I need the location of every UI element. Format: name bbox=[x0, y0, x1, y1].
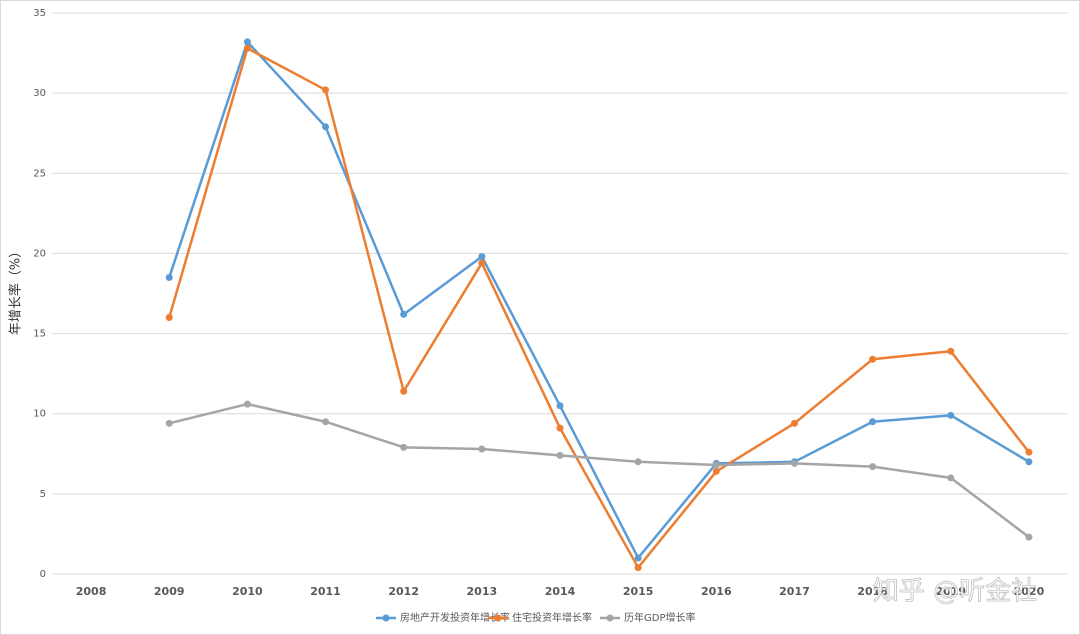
data-point bbox=[243, 400, 251, 408]
y-tick-label: 25 bbox=[33, 168, 46, 179]
x-tick-label: 2011 bbox=[310, 585, 341, 598]
data-point bbox=[478, 253, 486, 261]
data-point bbox=[712, 461, 720, 469]
legend-label: 房地产开发投资年增长率 bbox=[400, 611, 510, 624]
data-point bbox=[322, 418, 330, 426]
x-tick-label: 2015 bbox=[623, 585, 654, 598]
data-point bbox=[634, 564, 642, 572]
data-point bbox=[634, 458, 642, 466]
watermark: 知乎 @听金社 bbox=[873, 577, 1037, 607]
y-tick-label: 5 bbox=[40, 489, 46, 500]
data-point bbox=[947, 347, 955, 355]
legend-marker bbox=[382, 614, 390, 622]
data-point bbox=[400, 443, 408, 451]
y-tick-label: 15 bbox=[33, 329, 46, 340]
data-point bbox=[947, 474, 955, 482]
x-tick-label: 2008 bbox=[76, 585, 107, 598]
x-tick-label: 2012 bbox=[388, 585, 419, 598]
data-point bbox=[1025, 448, 1033, 456]
data-point bbox=[869, 418, 877, 426]
data-point bbox=[712, 467, 720, 475]
legend-marker bbox=[494, 614, 502, 622]
data-point bbox=[1025, 458, 1033, 466]
data-point bbox=[790, 419, 798, 427]
data-point bbox=[869, 355, 877, 363]
x-tick-label: 2013 bbox=[467, 585, 498, 598]
data-point bbox=[556, 424, 564, 432]
data-point bbox=[322, 86, 330, 94]
data-point bbox=[1025, 533, 1033, 541]
legend-marker bbox=[606, 614, 614, 622]
data-point bbox=[322, 123, 330, 131]
legend-item: 住宅投资年增长率 bbox=[488, 611, 592, 624]
x-tick-label: 2010 bbox=[232, 585, 263, 598]
y-tick-label: 20 bbox=[33, 248, 46, 259]
series-line bbox=[168, 402, 1030, 539]
x-tick-label: 2020 bbox=[1014, 585, 1045, 598]
x-tick-label: 2016 bbox=[701, 585, 732, 598]
data-point bbox=[243, 44, 251, 52]
legend-label: 历年GDP增长率 bbox=[624, 611, 695, 624]
series-line bbox=[168, 47, 1030, 569]
data-point bbox=[556, 451, 564, 459]
data-point bbox=[634, 554, 642, 562]
x-tick-label: 2019 bbox=[935, 585, 966, 598]
series-line bbox=[168, 40, 1030, 560]
x-tick-label: 2017 bbox=[779, 585, 810, 598]
legend-item: 历年GDP增长率 bbox=[600, 611, 695, 624]
data-point bbox=[869, 463, 877, 471]
data-point bbox=[478, 445, 486, 453]
data-point bbox=[790, 459, 798, 467]
y-axis-label: 年增长率（%） bbox=[8, 245, 24, 335]
y-tick-label: 30 bbox=[33, 88, 46, 99]
data-point bbox=[556, 402, 564, 410]
legend-item: 房地产开发投资年增长率 bbox=[376, 611, 510, 624]
x-tick-label: 2009 bbox=[154, 585, 185, 598]
data-point bbox=[165, 314, 173, 322]
y-tick-label: 0 bbox=[40, 569, 46, 580]
data-point bbox=[400, 387, 408, 395]
data-point bbox=[165, 419, 173, 427]
data-point bbox=[165, 273, 173, 281]
x-tick-label: 2018 bbox=[857, 585, 888, 598]
data-point bbox=[947, 411, 955, 419]
y-tick-label: 10 bbox=[33, 409, 46, 420]
data-point bbox=[243, 38, 251, 46]
data-point bbox=[400, 310, 408, 318]
legend-label: 住宅投资年增长率 bbox=[512, 611, 592, 624]
y-tick-label: 35 bbox=[33, 8, 46, 19]
data-point bbox=[478, 259, 486, 267]
x-tick-label: 2014 bbox=[545, 585, 576, 598]
